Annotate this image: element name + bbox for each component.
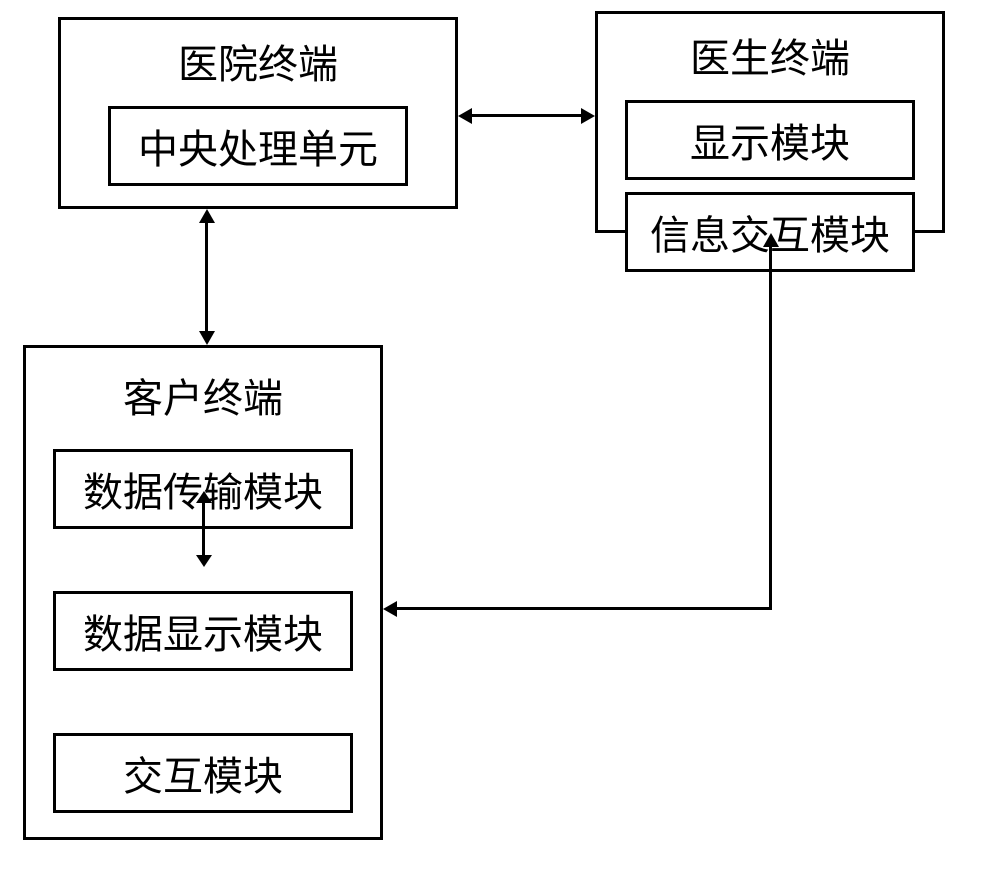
arrow-internal-up	[196, 491, 212, 503]
arrow-hospital-doctor-left	[458, 108, 472, 124]
arrow-hospital-client-line	[205, 223, 208, 331]
data-display-module: 数据显示模块	[53, 591, 353, 671]
arrow-internal-transfer-display-line	[202, 503, 205, 555]
client-terminal-title: 客户终端	[123, 366, 283, 424]
arrow-hospital-client-up	[199, 209, 215, 223]
cpu-module: 中央处理单元	[108, 106, 408, 186]
arrow-doctor-client-up	[763, 233, 779, 247]
hospital-terminal-title: 医院终端	[178, 32, 338, 90]
arrow-doctor-client-horizontal	[397, 607, 772, 610]
hospital-terminal-box: 医院终端 中央处理单元	[58, 17, 458, 209]
arrow-internal-down	[196, 555, 212, 567]
arrow-doctor-client-vertical	[769, 247, 772, 610]
arrow-hospital-doctor-right	[581, 108, 595, 124]
display-module: 显示模块	[625, 100, 915, 180]
doctor-terminal-box: 医生终端 显示模块 信息交互模块	[595, 11, 945, 233]
arrow-hospital-client-down	[199, 331, 215, 345]
client-terminal-box: 客户终端 数据传输模块 数据显示模块 交互模块	[23, 345, 383, 840]
arrow-doctor-client-left	[383, 601, 397, 617]
doctor-terminal-title: 医生终端	[690, 26, 850, 84]
arrow-hospital-doctor-line	[472, 114, 581, 117]
interaction-module: 交互模块	[53, 733, 353, 813]
